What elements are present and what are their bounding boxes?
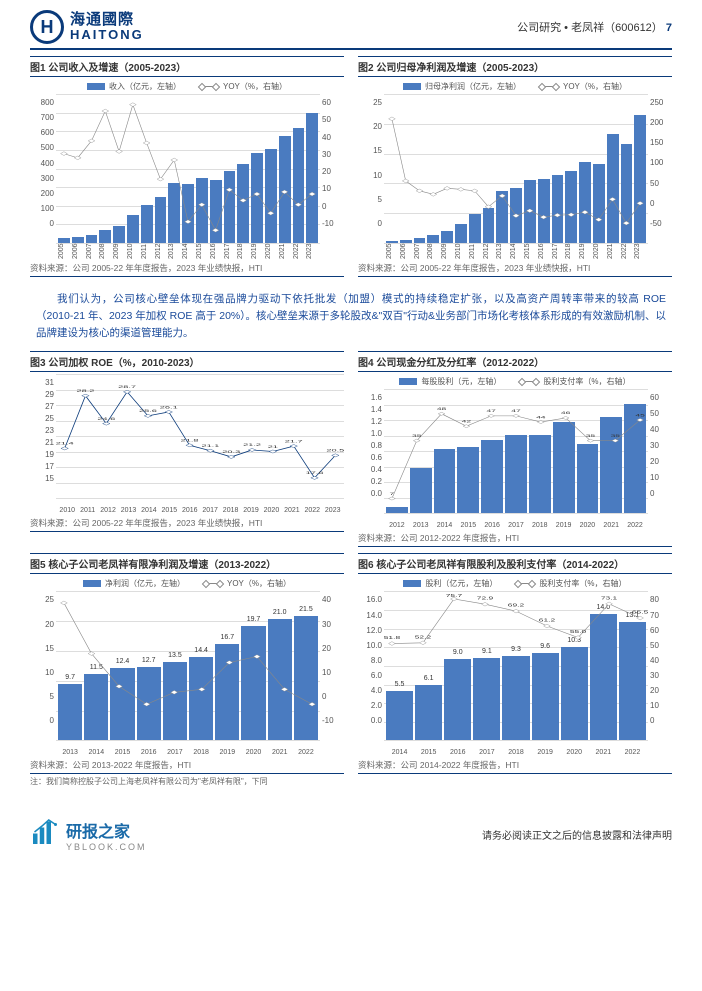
line-swatch-icon: [203, 583, 223, 584]
legend-line: 股利支付率（%，右轴）: [515, 578, 626, 589]
company-name: 老凤祥: [571, 22, 604, 34]
chart2-legend: 归母净利润（亿元，左轴） YOY（%，右轴）: [358, 79, 672, 94]
logo-text: 海通國際 HAITONG: [70, 12, 144, 43]
legend-line: YOY（%，右轴）: [203, 578, 291, 589]
chart6-title: 图6 核心子公司老凤祥有限股利及股利支付率（2014-2022）: [358, 556, 672, 571]
chart6-plot: 16.014.012.010.08.06.04.02.00.05.56.19.0…: [358, 591, 672, 741]
chart-row-1: 图1 公司收入及增速（2005-2023） 收入（亿元，左轴） YOY（%，右轴…: [30, 56, 672, 281]
svg-text:25.6: 25.6: [139, 409, 157, 413]
svg-text:21.8: 21.8: [181, 439, 199, 443]
page-footer: 研报之家 YBLOOK.COM 请务必阅读正文之后的信息披露和法律声明: [30, 811, 672, 852]
footer-logo: 研报之家 YBLOOK.COM: [30, 817, 147, 852]
panel-chart-1: 图1 公司收入及增速（2005-2023） 收入（亿元，左轴） YOY（%，右轴…: [30, 56, 344, 281]
footer-brand: 研报之家: [66, 824, 130, 841]
svg-text:17.6: 17.6: [306, 471, 324, 475]
panel-chart-3: 图3 公司加权 ROE（%，2010-2023） 312927252321191…: [30, 351, 344, 551]
ticker: （600612）: [604, 22, 663, 34]
page-number: 7: [666, 22, 672, 34]
legend-bar: 收入（亿元，左轴）: [87, 81, 181, 92]
panel-chart-4: 图4 公司现金分红及分红率（2012-2022） 每股股利（元，左轴） 股利支付…: [358, 351, 672, 551]
bar-swatch-icon: [403, 580, 421, 587]
chart5-title: 图5 核心子公司老凤祥有限净利润及增速（2013-2022）: [30, 556, 344, 571]
chart3-source: 资料来源：公司 2005-22 年年度报告，2023 年业绩快报，HTI: [30, 499, 344, 532]
svg-text:21.7: 21.7: [285, 439, 303, 443]
chart4-source: 资料来源：公司 2012-2022 年度报告，HTI: [358, 514, 672, 547]
page-header: H 海通國際 HAITONG 公司研究 • 老凤祥（600612） 7: [30, 10, 672, 50]
logo-mark-icon: H: [30, 10, 64, 44]
logo-cn: 海通國際: [70, 12, 144, 29]
panel-chart-2: 图2 公司归母净利润及增速（2005-2023） 归母净利润（亿元，左轴） YO…: [358, 56, 672, 281]
chart2-plot: 2520151050200520062007200820092010201120…: [358, 94, 672, 244]
page: H 海通國際 HAITONG 公司研究 • 老凤祥（600612） 7 图1 公…: [0, 0, 702, 872]
logo-en: HAITONG: [70, 28, 144, 42]
svg-text:21.4: 21.4: [56, 442, 74, 446]
svg-text:21: 21: [268, 445, 278, 449]
chart3-plot: 3129272523211917152010201120122013201420…: [30, 374, 344, 499]
chart-row-2: 图3 公司加权 ROE（%，2010-2023） 312927252321191…: [30, 351, 672, 551]
chart-row-3: 图5 核心子公司老凤祥有限净利润及增速（2013-2022） 净利润（亿元，左轴…: [30, 553, 672, 791]
bar-swatch-icon: [403, 83, 421, 90]
line-swatch-icon: [199, 86, 219, 87]
legend-bar: 归母净利润（亿元，左轴）: [403, 81, 521, 92]
chart5-plot: 25201510509.711.512.412.713.514.416.719.…: [30, 591, 344, 741]
chart5-note: 注：我们简称控股子公司上海老凤祥有限公司为"老凤祥有限"，下同: [30, 776, 344, 787]
footer-brand-sub: YBLOOK.COM: [66, 842, 147, 852]
bar-swatch-icon: [87, 83, 105, 90]
chart1-plot: 8007006005004003002001000200520062007200…: [30, 94, 344, 244]
chart6-legend: 股利（亿元，左轴） 股利支付率（%，右轴）: [358, 576, 672, 591]
legend-bar: 每股股利（元，左轴）: [399, 376, 501, 387]
chart1-title: 图1 公司收入及增速（2005-2023）: [30, 59, 344, 74]
chart5-source: 资料来源：公司 2013-2022 年度报告，HTI: [30, 741, 344, 774]
legend-line: YOY（%，右轴）: [199, 81, 287, 92]
legend-bar: 股利（亿元，左轴）: [403, 578, 497, 589]
panel-chart-6: 图6 核心子公司老凤祥有限股利及股利支付率（2014-2022） 股利（亿元，左…: [358, 553, 672, 791]
legend-line: 股利支付率（%，右轴）: [519, 376, 630, 387]
chart2-title: 图2 公司归母净利润及增速（2005-2023）: [358, 59, 672, 74]
footer-disclaimer: 请务必阅读正文之后的信息披露和法律声明: [482, 827, 672, 842]
chart4-legend: 每股股利（元，左轴） 股利支付率（%，右轴）: [358, 374, 672, 389]
line-swatch-icon: [539, 86, 559, 87]
svg-text:21.1: 21.1: [201, 444, 219, 448]
chart1-legend: 收入（亿元，左轴） YOY（%，右轴）: [30, 79, 344, 94]
legend-bar: 净利润（亿元，左轴）: [83, 578, 185, 589]
body-paragraph: 我们认为，公司核心壁垒体现在强品牌力驱动下依托批发（加盟）模式的持续稳定扩张，以…: [30, 283, 672, 351]
chart6-source: 资料来源：公司 2014-2022 年度报告，HTI: [358, 741, 672, 774]
header-right: 公司研究 • 老凤祥（600612） 7: [517, 19, 672, 35]
chart-icon: [30, 817, 60, 852]
line-swatch-icon: [519, 381, 539, 382]
chart3-title: 图3 公司加权 ROE（%，2010-2023）: [30, 354, 344, 369]
legend-line: YOY（%，右轴）: [539, 81, 627, 92]
chart4-title: 图4 公司现金分红及分红率（2012-2022）: [358, 354, 672, 369]
svg-text:21.2: 21.2: [243, 443, 261, 447]
bar-swatch-icon: [399, 378, 417, 385]
line-swatch-icon: [515, 583, 535, 584]
doc-type: 公司研究: [517, 22, 561, 34]
bar-swatch-icon: [83, 580, 101, 587]
chart5-legend: 净利润（亿元，左轴） YOY（%，右轴）: [30, 576, 344, 591]
panel-chart-5: 图5 核心子公司老凤祥有限净利润及增速（2013-2022） 净利润（亿元，左轴…: [30, 553, 344, 791]
chart4-plot: 1.61.41.21.00.80.60.40.20.02012201320142…: [358, 389, 672, 514]
haitong-logo: H 海通國際 HAITONG: [30, 10, 144, 44]
